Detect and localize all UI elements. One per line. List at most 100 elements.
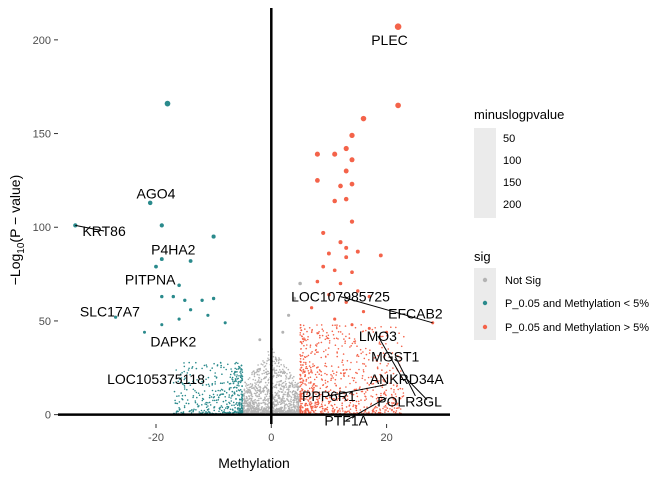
high-sig-point	[316, 324, 318, 326]
high-sig-point	[353, 340, 355, 343]
gene-label: LMO3	[359, 328, 397, 344]
low-sig-point	[201, 384, 204, 386]
data-point	[343, 168, 349, 174]
high-sig-point	[384, 372, 387, 374]
high-sig-point	[391, 395, 393, 397]
not-sig-point	[267, 402, 270, 404]
data-point	[332, 198, 337, 204]
data-point	[211, 296, 216, 301]
high-sig-point	[321, 401, 324, 403]
low-sig-point	[172, 381, 175, 384]
high-sig-point	[399, 357, 402, 359]
high-sig-point	[355, 381, 357, 384]
not-sig-point	[258, 377, 261, 379]
not-sig-point	[296, 383, 299, 385]
x-tick-label: 20	[380, 432, 392, 444]
data-point	[281, 330, 285, 334]
not-sig-point	[258, 368, 261, 370]
high-sig-point	[307, 370, 310, 372]
low-sig-point	[234, 410, 237, 413]
high-sig-point	[326, 397, 329, 400]
not-sig-point	[288, 386, 290, 389]
not-sig-point	[253, 388, 256, 390]
high-sig-point	[351, 377, 354, 379]
high-sig-point	[349, 402, 352, 404]
high-sig-point	[324, 404, 326, 407]
low-sig-point	[236, 371, 238, 373]
high-sig-point	[382, 352, 385, 355]
data-point	[160, 323, 164, 327]
low-sig-point	[231, 394, 234, 397]
not-sig-point	[297, 404, 300, 407]
not-sig-point	[278, 397, 280, 399]
high-sig-point	[339, 387, 342, 389]
legend-label-above-5: P_0.05 and Methylation > 5%	[505, 322, 649, 334]
not-sig-point	[250, 393, 253, 396]
high-sig-point	[322, 408, 324, 410]
high-sig-point	[300, 355, 302, 357]
high-sig-point	[355, 409, 358, 412]
low-sig-point	[221, 393, 223, 395]
high-sig-point	[307, 400, 310, 402]
not-sig-point	[266, 403, 269, 406]
not-sig-point	[247, 403, 249, 405]
legend-dot-above-5	[482, 324, 488, 330]
data-point	[292, 296, 297, 301]
high-sig-point	[318, 397, 321, 399]
high-sig-point	[376, 406, 378, 409]
low-sig-point	[175, 369, 177, 371]
not-sig-point	[274, 396, 276, 399]
low-sig-point	[181, 394, 184, 397]
high-sig-point	[359, 409, 362, 411]
high-sig-point	[356, 395, 359, 398]
not-sig-point	[250, 397, 253, 400]
high-sig-point	[377, 354, 379, 357]
high-sig-point	[401, 388, 404, 390]
low-sig-point	[191, 366, 194, 368]
high-sig-point	[304, 375, 306, 378]
low-sig-point	[241, 393, 244, 396]
high-sig-point	[316, 371, 319, 373]
high-sig-point	[339, 410, 341, 412]
not-sig-point	[280, 399, 283, 401]
high-sig-point	[394, 393, 397, 395]
low-sig-point	[196, 379, 198, 381]
high-sig-point	[334, 324, 336, 327]
high-sig-point	[332, 334, 335, 336]
not-sig-point	[288, 381, 291, 384]
high-sig-point	[360, 399, 362, 401]
high-sig-point	[318, 373, 321, 376]
not-sig-point	[245, 409, 247, 411]
high-sig-point	[387, 348, 390, 350]
high-sig-point	[299, 334, 302, 336]
not-sig-point	[267, 389, 269, 392]
high-sig-point	[314, 349, 317, 352]
not-sig-point	[283, 407, 286, 410]
y-tick-label: 200	[33, 35, 51, 47]
low-sig-point	[236, 404, 239, 407]
high-sig-point	[302, 340, 305, 343]
high-sig-point	[323, 350, 325, 353]
not-sig-point	[293, 390, 295, 393]
high-sig-point	[374, 327, 377, 329]
not-sig-point	[250, 385, 253, 388]
not-sig-point	[296, 394, 299, 396]
high-sig-point	[372, 382, 375, 385]
high-sig-point	[308, 372, 310, 375]
high-sig-point	[324, 338, 327, 341]
high-sig-point	[352, 405, 354, 408]
low-sig-point	[194, 401, 197, 404]
not-sig-point	[264, 381, 267, 384]
not-sig-point	[285, 382, 287, 385]
not-sig-point	[266, 384, 269, 386]
not-sig-point	[260, 392, 262, 395]
high-sig-point	[315, 351, 318, 354]
high-sig-point	[304, 338, 306, 341]
high-sig-point	[381, 369, 383, 371]
not-sig-point	[275, 360, 278, 362]
not-sig-point	[267, 354, 270, 356]
not-sig-point	[259, 387, 262, 389]
data-point	[343, 196, 349, 202]
not-sig-point	[267, 351, 270, 353]
not-sig-point	[268, 406, 270, 408]
